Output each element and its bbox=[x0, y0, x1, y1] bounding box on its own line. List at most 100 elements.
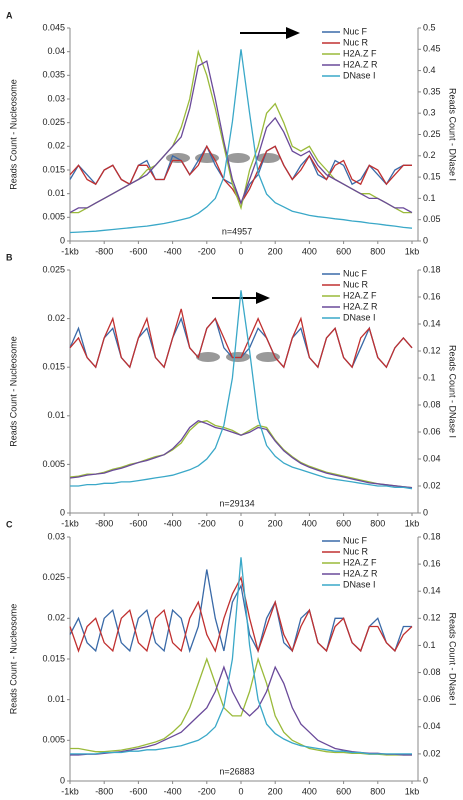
y2-tick-label: 0.18 bbox=[423, 264, 441, 274]
y2-tick-label: 0.06 bbox=[423, 694, 441, 704]
y2-tick-label: 0.1 bbox=[423, 193, 436, 203]
x-tick-label: 1kb bbox=[405, 786, 420, 796]
x-tick-label: 0 bbox=[238, 246, 243, 256]
x-tick-label: -800 bbox=[95, 518, 113, 528]
x-tick-label: -400 bbox=[164, 246, 182, 256]
legend-label: Nuc R bbox=[343, 37, 369, 47]
panel-label: B bbox=[6, 252, 13, 262]
x-tick-label: -600 bbox=[129, 246, 147, 256]
nucleosome bbox=[226, 153, 250, 163]
legend-label: H2A.Z R bbox=[343, 568, 378, 578]
y-tick-label: 0.02 bbox=[47, 313, 65, 323]
legend-label: H2A.Z R bbox=[343, 301, 378, 311]
series-line bbox=[69, 49, 413, 234]
x-tick-label: 0 bbox=[238, 518, 243, 528]
y2-tick-label: 0.12 bbox=[423, 613, 441, 623]
series-line bbox=[70, 290, 413, 490]
x-tick-label: 400 bbox=[302, 786, 317, 796]
legend-label: H2A.Z F bbox=[343, 557, 377, 567]
x-tick-label: 600 bbox=[336, 246, 351, 256]
y2-tick-label: 0.04 bbox=[423, 453, 441, 463]
y-tick-label: 0.025 bbox=[42, 264, 65, 274]
y-tick-label: 0.02 bbox=[47, 613, 65, 623]
y2-axis-title: Reads Count - DNase I bbox=[448, 345, 458, 438]
arrow-head bbox=[286, 27, 300, 39]
legend-label: DNase I bbox=[343, 579, 376, 589]
nucleosome bbox=[196, 352, 220, 362]
x-tick-label: 800 bbox=[370, 246, 385, 256]
y2-tick-label: 0 bbox=[423, 507, 428, 517]
y-tick-label: 0.025 bbox=[42, 572, 65, 582]
annotation: n=26883 bbox=[219, 766, 254, 776]
series-line bbox=[69, 308, 413, 369]
y-axis-title: Reads Count - Nucleosome bbox=[8, 336, 18, 447]
y-tick-label: 0.01 bbox=[47, 694, 65, 704]
y-tick-label: 0.035 bbox=[42, 70, 65, 80]
y-tick-label: 0.03 bbox=[47, 93, 65, 103]
series-line bbox=[69, 419, 413, 489]
y2-tick-label: 0.35 bbox=[423, 86, 441, 96]
x-tick-label: 1kb bbox=[405, 246, 420, 256]
y2-tick-label: 0.14 bbox=[423, 318, 441, 328]
y-tick-label: 0.025 bbox=[42, 117, 65, 127]
y-axis-title: Reads Count - Nucleosome bbox=[8, 79, 18, 190]
y2-tick-label: 0.02 bbox=[423, 748, 441, 758]
x-tick-label: -200 bbox=[198, 246, 216, 256]
x-tick-label: 600 bbox=[336, 518, 351, 528]
y-tick-label: 0.005 bbox=[42, 459, 65, 469]
y-tick-label: 0.015 bbox=[42, 653, 65, 663]
annotation: n=4957 bbox=[222, 226, 252, 236]
y2-tick-label: 0.16 bbox=[423, 558, 441, 568]
y2-tick-label: 0.45 bbox=[423, 44, 441, 54]
series-line bbox=[69, 60, 413, 214]
y-tick-label: 0.015 bbox=[42, 164, 65, 174]
x-tick-label: -1kb bbox=[61, 786, 79, 796]
y2-tick-label: 0 bbox=[423, 775, 428, 785]
x-tick-label: -600 bbox=[129, 518, 147, 528]
legend-label: Nuc F bbox=[343, 268, 368, 278]
y2-axis-title: Reads Count - DNase I bbox=[448, 88, 458, 181]
legend-label: DNase I bbox=[343, 70, 376, 80]
x-tick-label: 400 bbox=[302, 246, 317, 256]
y2-tick-label: 0.06 bbox=[423, 426, 441, 436]
y2-tick-label: 0.05 bbox=[423, 214, 441, 224]
x-tick-label: -600 bbox=[129, 786, 147, 796]
legend-label: H2A.Z R bbox=[343, 59, 378, 69]
series-line bbox=[69, 420, 413, 489]
y2-tick-label: 0.12 bbox=[423, 345, 441, 355]
y-tick-label: 0 bbox=[60, 235, 65, 245]
y2-tick-label: 0.04 bbox=[423, 721, 441, 731]
x-tick-label: -800 bbox=[95, 786, 113, 796]
nucleosome bbox=[166, 153, 190, 163]
y2-tick-label: 0.02 bbox=[423, 480, 441, 490]
y2-tick-label: 0.1 bbox=[423, 372, 436, 382]
legend-label: H2A.Z F bbox=[343, 48, 377, 58]
x-tick-label: 800 bbox=[370, 518, 385, 528]
legend-label: H2A.Z F bbox=[343, 290, 377, 300]
annotation: n=29134 bbox=[219, 498, 254, 508]
x-tick-label: 600 bbox=[336, 786, 351, 796]
nucleosome bbox=[256, 153, 280, 163]
y-tick-label: 0.01 bbox=[47, 188, 65, 198]
series-line bbox=[70, 656, 412, 756]
y2-axis-title: Reads Count - DNase I bbox=[448, 612, 458, 705]
x-tick-label: 1kb bbox=[405, 518, 420, 528]
x-tick-label: -800 bbox=[95, 246, 113, 256]
y2-tick-label: 0.16 bbox=[423, 291, 441, 301]
y-axis-title: Reads Count - Nucleosome bbox=[8, 604, 18, 715]
x-tick-label: 200 bbox=[268, 246, 283, 256]
legend-label: Nuc R bbox=[343, 546, 369, 556]
y-tick-label: 0.03 bbox=[47, 531, 65, 541]
x-tick-label: -400 bbox=[164, 786, 182, 796]
y2-tick-label: 0.15 bbox=[423, 171, 441, 181]
y2-tick-label: 0.18 bbox=[423, 531, 441, 541]
y-tick-label: 0.02 bbox=[47, 141, 65, 151]
y2-tick-label: 0.08 bbox=[423, 399, 441, 409]
y-tick-label: 0 bbox=[60, 775, 65, 785]
y2-tick-label: 0.5 bbox=[423, 22, 436, 32]
y2-tick-label: 0.25 bbox=[423, 129, 441, 139]
legend-label: Nuc F bbox=[343, 535, 368, 545]
series-line bbox=[70, 557, 412, 755]
y-tick-label: 0.005 bbox=[42, 735, 65, 745]
